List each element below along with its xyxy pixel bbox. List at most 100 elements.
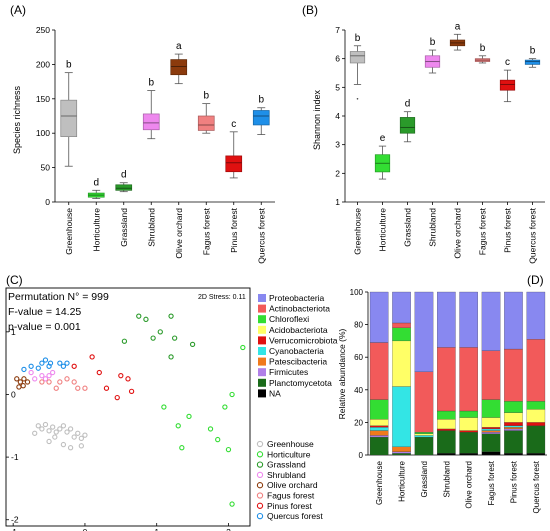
- point-pinus-forest: [71, 363, 77, 369]
- panel-a-letter-pinus-forest: c: [231, 119, 236, 130]
- point-horticulture: [179, 445, 185, 451]
- f-value-text: F-value = 14.25: [8, 306, 81, 318]
- bar-segment-fagus-forest-firmicutes: [481, 432, 501, 434]
- panel-a-plot: 0 50 100 150 200 250 b Greenhouse d Horticulture d…: [36, 25, 275, 264]
- panel-a-ytick-label: 150: [36, 94, 50, 104]
- point-grassland: [168, 313, 174, 319]
- point-shrubland: [28, 369, 34, 376]
- panel-a-box-olive-orchard: [170, 59, 188, 76]
- panel-a-xtick-label-pinus-forest: Pinus forest: [229, 207, 239, 253]
- panel-d-ytick-label: 100: [350, 288, 364, 297]
- panel-d-ytick-label: 20: [354, 418, 363, 427]
- point-quercus-forest: [39, 360, 45, 366]
- panel-a-xtick-label-greenhouse: Greenhouse: [64, 208, 74, 255]
- panel-d-xtick-label-horticulture: Horticulture: [398, 460, 407, 501]
- point-horticulture: [175, 423, 181, 429]
- panel-b-box-pinus-forest: [499, 79, 516, 91]
- bar-segment-grassland-cyanobacteria: [414, 435, 434, 438]
- permutation-text: Permutation N° = 999: [8, 291, 109, 303]
- panel-d-ytick-label: 40: [354, 386, 363, 395]
- point-quercus-forest: [42, 357, 49, 363]
- point-horticulture: [240, 344, 246, 351]
- panel-c-xtick-label: 1: [154, 527, 159, 531]
- point-greenhouse: [49, 424, 56, 430]
- panel-b-letter-olive-orchard: a: [455, 21, 461, 32]
- point-greenhouse: [67, 445, 74, 451]
- legend-marker-grassland: [256, 461, 264, 468]
- bar-segment-quercus-forest-acidobacteriota: [526, 409, 546, 423]
- p-value-text: p-value = 0.001: [8, 321, 81, 333]
- panel-d: (D) Relative abundance (%) 0 20 40 60 80 100 G…: [337, 273, 547, 513]
- point-shrubland: [42, 376, 49, 382]
- legend-marker-olive-orchard: [256, 482, 264, 489]
- panel-a-letter-greenhouse: b: [66, 60, 72, 71]
- point-horticulture: [215, 436, 221, 443]
- legend-marker-shrubland: [256, 471, 264, 479]
- bar-segment-greenhouse-acidobacteriota: [369, 419, 389, 426]
- legend-label-greenhouse: Greenhouse: [267, 439, 314, 449]
- bar-segment-greenhouse-firmicutes: [369, 435, 389, 438]
- bar-segment-greenhouse-verrucomicrobiota: [369, 425, 389, 428]
- panel-b-letter-horticulture: e: [380, 133, 386, 144]
- panel-d-xtick-label-quercus-forest: Quercus forest: [532, 460, 541, 513]
- panel-d-plot: 0 20 40 60 80 100 Greenhouse Horticulture Grassl…: [350, 288, 547, 513]
- taxa-legend: ProteobacteriaActinobacteriotaChloroflex…: [258, 293, 338, 398]
- bar-segment-fagus-forest-planctomycetota: [481, 433, 501, 452]
- panel-b-letter-fagus-forest: b: [480, 43, 486, 54]
- point-grassland: [157, 329, 163, 335]
- taxa-legend-swatch-verrucomicrobiota: [258, 336, 266, 345]
- point-pinus-forest: [96, 369, 102, 376]
- panel-b-ytick-label: 1: [335, 197, 340, 207]
- panel-d-ylabel: Relative abundance (%): [337, 328, 347, 419]
- point-quercus-forest: [35, 365, 41, 371]
- panel-a-box-grassland: [115, 184, 133, 191]
- point-greenhouse: [42, 421, 49, 428]
- point-pinus-forest: [128, 388, 135, 394]
- bar-segment-olive-orchard-planctomycetota: [459, 432, 478, 454]
- point-horticulture: [222, 404, 228, 410]
- taxa-legend-swatch-cyanobacteria: [258, 347, 266, 355]
- bar-segment-horticulture-chloroflexi: [392, 327, 411, 342]
- panel-b-ytick-label: 3: [335, 140, 340, 150]
- bar-segment-fagus-forest-acidobacteriota: [481, 417, 501, 428]
- panel-c-plot: -1 0 1 2 -2 -1 0 1: [5, 287, 251, 531]
- bar-segment-fagus-forest-verrucomicrobiota: [481, 427, 501, 430]
- taxa-legend-swatch-proteobacteria: [258, 294, 266, 302]
- bar-segment-pinus-forest-chloroflexi: [504, 401, 523, 413]
- panel-a-box-fagus-forest: [197, 115, 215, 131]
- taxa-legend-swatch-patescibacteria: [258, 357, 266, 366]
- panel-d-xtick-label-fagus-forest: Fagus forest: [487, 460, 496, 505]
- point-olive-orchard: [21, 376, 27, 382]
- point-pinus-forest: [89, 354, 95, 360]
- panel-d-xtick-label-shrubland: Shrubland: [442, 461, 451, 497]
- panel-b-ytick-label: 7: [335, 25, 340, 35]
- bar-segment-grassland-acidobacteriota: [414, 433, 434, 436]
- bar-segment-shrubland-proteobacteria: [437, 291, 456, 348]
- bar-segment-greenhouse-chloroflexi: [369, 399, 389, 420]
- panel-b-ytick-label: 2: [335, 168, 340, 178]
- point-grassland: [168, 354, 174, 360]
- point-quercus-forest: [57, 360, 63, 366]
- panel-d-xtick-label-greenhouse: Greenhouse: [375, 460, 384, 505]
- point-olive-orchard: [17, 379, 24, 385]
- panel-b-xtick-label-grassland: Grassland: [403, 208, 413, 247]
- taxa-legend-label-verrucomicrobiota: Verrucomicrobiota: [269, 335, 338, 345]
- point-quercus-forest: [21, 366, 27, 373]
- bar-segment-greenhouse-planctomycetota: [369, 436, 389, 456]
- panel-b-plot: 1 2 3 4 5 6 7 b Greenhouse e Horticulture d Grasslan…: [335, 21, 545, 264]
- bar-segment-shrubland-planctomycetota: [437, 430, 456, 454]
- bar-segment-fagus-forest-actinobacteriota: [481, 350, 501, 400]
- legend-label-shrubland: Shrubland: [267, 470, 306, 480]
- point-quercus-forest: [64, 360, 70, 366]
- point-olive-orchard: [20, 383, 26, 389]
- bar-segment-quercus-forest-na: [526, 453, 546, 456]
- bar-segment-grassland-actinobacteriota: [414, 371, 434, 433]
- bar-segment-pinus-forest-planctomycetota: [504, 430, 523, 454]
- point-greenhouse: [75, 430, 81, 436]
- panel-a-ylabel: Species richness: [12, 85, 22, 154]
- bar-segment-horticulture-planctomycetota: [392, 453, 411, 456]
- bar-segment-horticulture-proteobacteria: [392, 291, 411, 324]
- bar-segment-pinus-forest-patescibacteria: [504, 427, 523, 430]
- point-horticulture: [161, 404, 167, 410]
